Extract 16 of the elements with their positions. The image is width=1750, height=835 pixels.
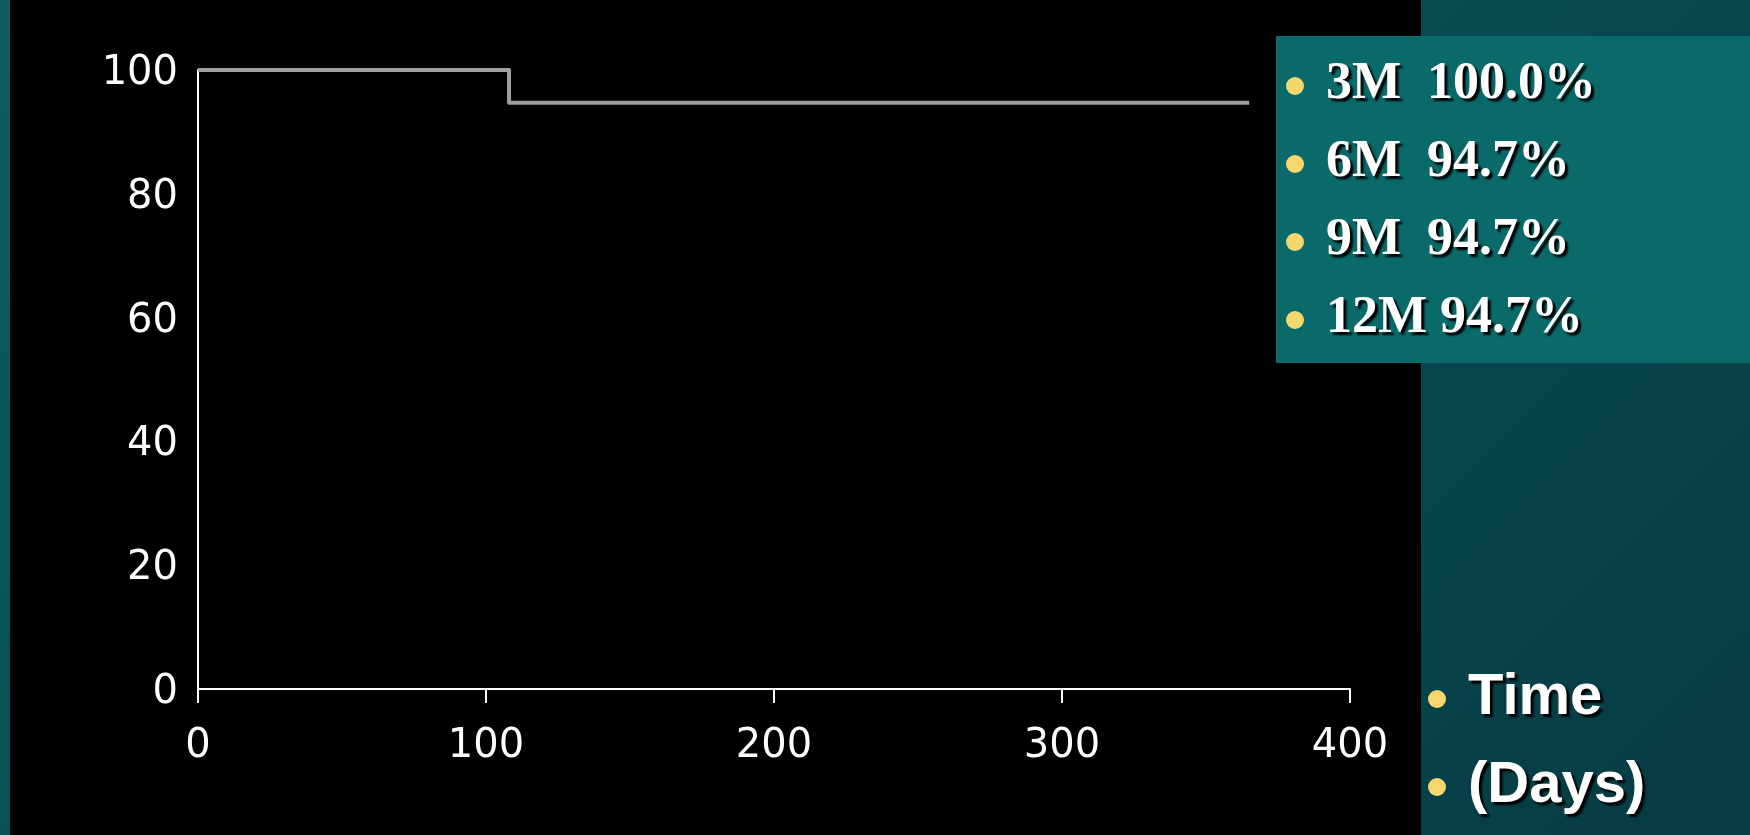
x-axis-title: Time (Days)	[1468, 661, 1646, 814]
y-tick-label: 80	[127, 170, 178, 217]
y-tick-label: 100	[101, 47, 178, 93]
annotation: 12M 94.7%	[1326, 286, 1584, 343]
annotation: 9M 94.7%	[1326, 208, 1571, 265]
x-tick-label: 300	[1023, 720, 1101, 766]
y-tick-label: 0	[152, 666, 178, 712]
x-tick-label: 0	[185, 720, 211, 766]
y-tick-label: 60	[127, 294, 178, 341]
x-tick-label: 200	[735, 720, 813, 766]
y-tick-label: 20	[127, 542, 178, 589]
y-tick-label: 40	[127, 418, 178, 465]
x-tick-label: 100	[447, 720, 525, 766]
annotation: 3M 100.0%	[1326, 52, 1597, 109]
x-tick-label: 400	[1311, 720, 1389, 766]
annotation: 6M 94.7%	[1326, 130, 1571, 187]
